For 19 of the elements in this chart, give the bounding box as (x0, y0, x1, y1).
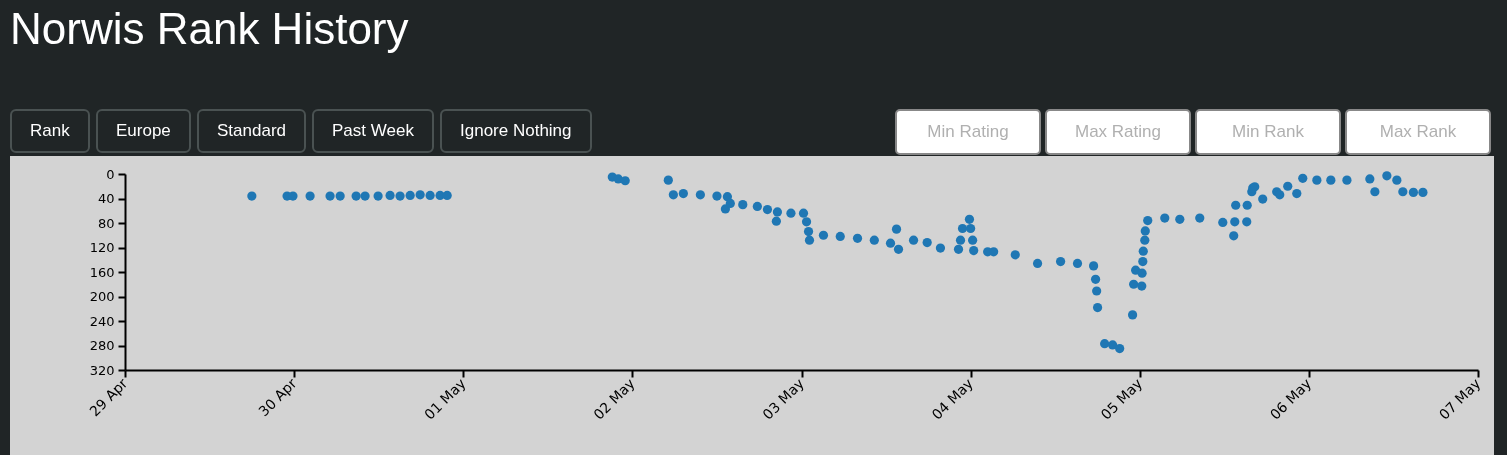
y-tick-label: 0 (106, 166, 115, 182)
button: Standard (197, 109, 306, 153)
button: Ignore Nothing (440, 109, 592, 153)
button: Past Week (312, 109, 434, 153)
input-field: Min Rating (895, 109, 1041, 155)
y-tick-label: 240 (89, 313, 115, 329)
y-tick-label: 120 (89, 240, 115, 255)
y-tick-label: 80 (97, 215, 115, 231)
button: Rank (10, 109, 90, 153)
y-tick-label: 160 (89, 264, 115, 280)
x-tick-label: 30 Apr (255, 374, 300, 420)
y-tick-label: 40 (97, 191, 115, 206)
y-tick-label: 200 (89, 289, 115, 304)
y-tick-label: 280 (89, 338, 115, 353)
input-field: Max Rating (1045, 109, 1191, 155)
input-field: Min Rank (1195, 109, 1341, 155)
button: Europe (96, 109, 191, 153)
input-field: Max Rank (1345, 109, 1491, 155)
chart-title: Norwis Rank History (10, 4, 409, 54)
